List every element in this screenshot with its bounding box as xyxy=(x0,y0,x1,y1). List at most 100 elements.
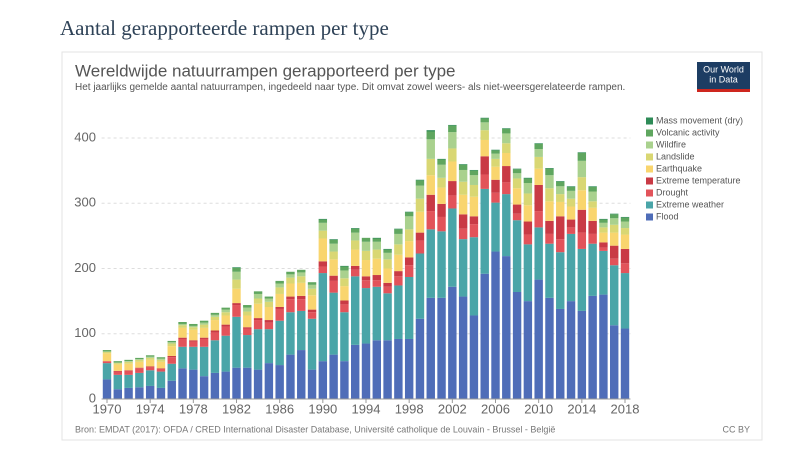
y-tick-label: 100 xyxy=(74,325,96,340)
bar-segment xyxy=(426,229,435,298)
bar-segment xyxy=(350,240,360,250)
bar-segment xyxy=(135,357,144,360)
bar-segment xyxy=(588,191,597,202)
bar-segment xyxy=(189,341,198,347)
bar-segment xyxy=(566,219,576,228)
x-tick-label: 2018 xyxy=(611,401,640,416)
bar-segment xyxy=(566,186,576,187)
bar-segment xyxy=(523,301,533,399)
bar-segment xyxy=(491,150,500,154)
bar-segment xyxy=(156,387,166,399)
bar-segment xyxy=(426,139,435,159)
bar-segment xyxy=(502,143,511,154)
bar-segment xyxy=(480,117,489,119)
bar-segment xyxy=(329,239,338,244)
bar-segment xyxy=(221,335,230,372)
bar-segment xyxy=(307,288,317,296)
bar-segment xyxy=(620,217,630,222)
bar-segment xyxy=(394,338,403,399)
bar-segment xyxy=(372,286,382,341)
legend-swatch xyxy=(646,213,653,221)
bar-segment xyxy=(124,363,133,371)
bar-segment xyxy=(383,286,392,294)
legend-label: Wildfire xyxy=(656,139,686,149)
bar-segment xyxy=(221,324,230,327)
bar-segment xyxy=(437,159,446,165)
bar-segment xyxy=(318,222,328,231)
bar-segment xyxy=(178,322,187,324)
bar-segment xyxy=(199,324,209,328)
bar-segment xyxy=(404,338,414,399)
bar-segment xyxy=(480,188,489,274)
bar-segment xyxy=(275,293,284,307)
bar-segment xyxy=(221,371,230,399)
bar-segment xyxy=(469,196,479,217)
bar-segment xyxy=(383,268,392,283)
bar-segment xyxy=(480,174,489,189)
bar-segment xyxy=(135,368,144,373)
bar-segment xyxy=(102,361,112,364)
bar-segment xyxy=(610,245,619,259)
bar-segment xyxy=(534,211,543,228)
bar-segment xyxy=(372,241,382,250)
bar-segment xyxy=(253,293,263,299)
bar-segment xyxy=(480,156,489,175)
bar-segment xyxy=(232,267,241,268)
bar-segment xyxy=(124,387,133,399)
bar-segment xyxy=(253,329,263,370)
bar-segment xyxy=(102,363,112,380)
bar-segment xyxy=(545,175,554,189)
bar-segment xyxy=(534,143,543,150)
bar-segment xyxy=(264,329,274,364)
bar-segment xyxy=(189,346,198,370)
legend-label: Landslide xyxy=(656,151,695,161)
bar-segment xyxy=(156,371,166,388)
bar-segment xyxy=(426,194,435,212)
bar-segment xyxy=(469,216,479,225)
bar-segment xyxy=(566,233,576,302)
y-tick-label: 0 xyxy=(89,390,96,405)
bar-segment xyxy=(113,361,122,363)
bar-segment xyxy=(448,286,457,399)
bar-segment xyxy=(124,374,133,388)
bar-segment xyxy=(620,263,630,274)
y-tick-label: 200 xyxy=(74,260,96,275)
bar-segment xyxy=(307,295,317,310)
bar-segment xyxy=(394,228,403,230)
bar-segment xyxy=(286,274,295,278)
bar-segment xyxy=(566,206,576,220)
bar-segment xyxy=(426,211,435,230)
bar-segment xyxy=(534,149,543,157)
bar-segment xyxy=(577,248,587,311)
bar-segment xyxy=(210,330,220,333)
bar-segment xyxy=(577,232,587,249)
bar-segment xyxy=(458,169,468,182)
bar-segment xyxy=(210,316,220,321)
bar-segment xyxy=(556,252,565,309)
bar-segment xyxy=(437,158,446,160)
bar-segment xyxy=(545,233,554,244)
bar-segment xyxy=(458,164,468,170)
bar-segment xyxy=(610,213,619,215)
chart-title: Wereldwijde natuurrampen gerapporteerd p… xyxy=(75,61,456,80)
bar-segment xyxy=(599,294,608,399)
bar-segment xyxy=(221,315,230,325)
bar-segment xyxy=(340,361,349,399)
bar-segment xyxy=(577,152,587,154)
bar-segment xyxy=(610,232,619,246)
bar-segment xyxy=(426,158,435,176)
bar-segment xyxy=(340,312,349,362)
bar-segment xyxy=(512,220,522,292)
bar-segment xyxy=(512,188,522,205)
bar-segment xyxy=(458,239,468,297)
bar-segment xyxy=(372,258,382,276)
bar-segment xyxy=(404,212,414,217)
bar-segment xyxy=(243,327,252,329)
bar-segment xyxy=(329,275,338,281)
bar-segment xyxy=(448,195,457,209)
bar-segment xyxy=(199,338,209,347)
bar-segment xyxy=(253,303,263,319)
bar-segment xyxy=(178,327,187,338)
bar-segment xyxy=(502,182,511,195)
bar-segment xyxy=(361,343,371,399)
